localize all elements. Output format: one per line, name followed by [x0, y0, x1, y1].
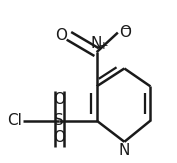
Text: +: +	[98, 41, 108, 51]
Text: O: O	[55, 28, 67, 43]
Text: Cl: Cl	[7, 113, 22, 128]
Text: O: O	[119, 25, 132, 40]
Text: O: O	[53, 130, 65, 145]
Text: O: O	[53, 92, 65, 107]
Text: N: N	[91, 36, 102, 51]
Text: −: −	[122, 23, 132, 34]
Text: N: N	[119, 143, 130, 158]
Text: S: S	[54, 113, 64, 128]
